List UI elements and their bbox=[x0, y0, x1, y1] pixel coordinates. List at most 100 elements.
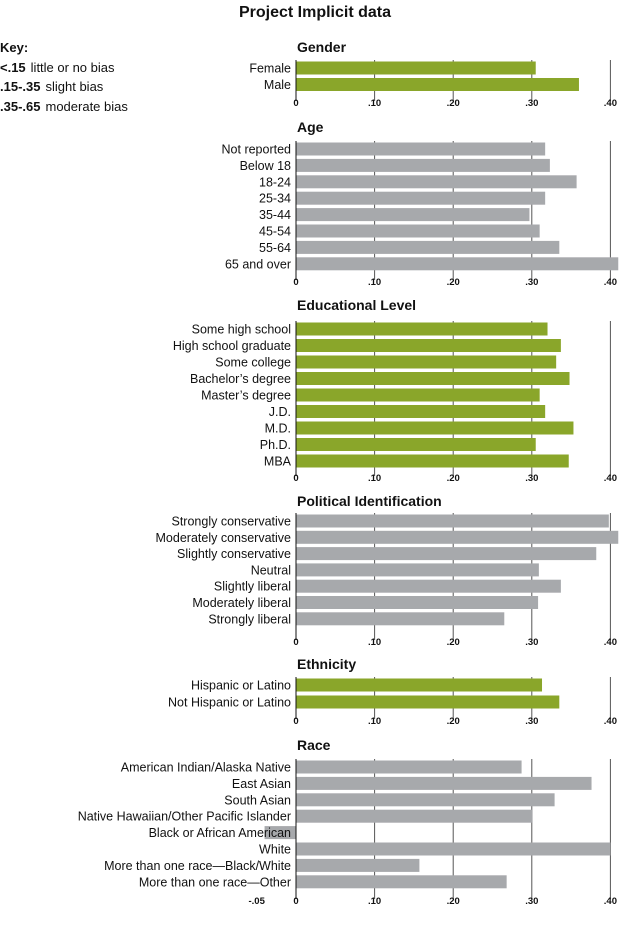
bar bbox=[296, 438, 536, 451]
panel-title: Political Identification bbox=[297, 493, 442, 509]
tick-label: .40 bbox=[604, 98, 617, 109]
panel-title: Educational Level bbox=[297, 297, 416, 313]
tick-label: .10 bbox=[368, 637, 381, 648]
key-label: moderate bias bbox=[45, 98, 128, 114]
tick-label: 0 bbox=[293, 473, 298, 484]
category-label: Moderately liberal bbox=[192, 596, 291, 610]
key-item: .15-.35 slight bias bbox=[0, 77, 128, 97]
category-label: Black or African American bbox=[149, 826, 291, 840]
category-label: Some college bbox=[215, 356, 291, 370]
category-label: 25-34 bbox=[259, 192, 291, 206]
category-label: Below 18 bbox=[240, 159, 291, 173]
tick-label: .10 bbox=[368, 98, 381, 109]
tick-label: .10 bbox=[368, 277, 381, 288]
bar bbox=[296, 388, 540, 402]
panel-title: Age bbox=[297, 119, 324, 135]
bar bbox=[296, 776, 592, 790]
bar bbox=[296, 322, 548, 336]
bar bbox=[296, 240, 560, 254]
bar bbox=[296, 809, 533, 823]
bar bbox=[296, 142, 546, 156]
tick-label: .30 bbox=[525, 98, 538, 109]
tick-label: .20 bbox=[447, 896, 460, 907]
category-label: M.D. bbox=[265, 422, 291, 436]
bar bbox=[296, 858, 420, 872]
page-title: Project Implicit data bbox=[238, 4, 392, 21]
tick-label: 0 bbox=[293, 637, 298, 648]
tick-label: 0 bbox=[293, 896, 298, 907]
tick-label: .30 bbox=[525, 637, 538, 648]
category-label: Strongly conservative bbox=[171, 515, 291, 529]
tick-label: .30 bbox=[525, 896, 538, 907]
category-label: High school graduate bbox=[173, 339, 291, 353]
bar bbox=[296, 339, 561, 352]
category-label: Neutral bbox=[251, 563, 291, 577]
category-label: Moderately conservative bbox=[156, 531, 292, 545]
category-label: More than one race—Black/White bbox=[104, 859, 291, 873]
key-item: <.15 little or no bias bbox=[0, 58, 128, 78]
bar bbox=[296, 563, 539, 577]
tick-label: .10 bbox=[368, 896, 381, 907]
key-title: Key: bbox=[0, 40, 29, 55]
bar bbox=[296, 612, 505, 626]
tick-label: .30 bbox=[525, 473, 538, 484]
tick-label: 0 bbox=[293, 277, 298, 288]
category-label: Not Hispanic or Latino bbox=[168, 696, 291, 710]
tick-label: .20 bbox=[447, 98, 460, 109]
tick-label: .20 bbox=[447, 716, 460, 727]
category-label: 55-64 bbox=[259, 241, 291, 255]
bar bbox=[296, 158, 550, 172]
key-legend: Key: <.15 little or no bias .15-.35 slight… bbox=[0, 38, 128, 116]
bar bbox=[296, 372, 570, 385]
category-label: 45-54 bbox=[259, 225, 291, 239]
bar bbox=[296, 78, 579, 91]
bar bbox=[296, 842, 611, 856]
bar bbox=[296, 596, 539, 609]
bar bbox=[296, 875, 507, 889]
tick-label: .40 bbox=[604, 473, 617, 484]
bar bbox=[296, 579, 561, 593]
tick-label: .20 bbox=[447, 473, 460, 484]
category-label: South Asian bbox=[224, 793, 291, 807]
bar bbox=[296, 257, 619, 271]
category-label: 35-44 bbox=[259, 208, 291, 222]
tick-label: .20 bbox=[447, 637, 460, 648]
tick-label: .30 bbox=[525, 277, 538, 288]
bar bbox=[296, 421, 574, 435]
tick-label: 0 bbox=[293, 98, 298, 109]
category-label: Native Hawaiian/Other Pacific Islander bbox=[78, 810, 291, 824]
category-label: Slightly liberal bbox=[214, 580, 291, 594]
bar bbox=[296, 61, 536, 75]
bar bbox=[296, 793, 555, 807]
category-label: MBA bbox=[264, 455, 292, 469]
category-label: Some high school bbox=[192, 323, 291, 337]
bar bbox=[296, 175, 577, 189]
category-label: Slightly conservative bbox=[177, 547, 291, 561]
bar bbox=[296, 695, 560, 709]
bar bbox=[296, 547, 597, 561]
category-label: Male bbox=[264, 78, 291, 92]
category-label: Master’s degree bbox=[201, 389, 291, 403]
category-label: Not reported bbox=[222, 143, 292, 157]
tick-label: .10 bbox=[368, 716, 381, 727]
bar bbox=[264, 826, 296, 840]
bar bbox=[296, 191, 546, 205]
tick-label: .20 bbox=[447, 277, 460, 288]
tick-label: -.05 bbox=[249, 896, 266, 907]
bar bbox=[296, 208, 530, 222]
category-label: More than one race—Other bbox=[139, 875, 291, 889]
tick-label: .30 bbox=[525, 716, 538, 727]
tick-label: .40 bbox=[604, 896, 617, 907]
category-label: Ph.D. bbox=[260, 438, 291, 452]
key-label: slight bias bbox=[45, 79, 104, 94]
tick-label: .10 bbox=[368, 473, 381, 484]
bar bbox=[296, 454, 569, 468]
tick-label: .40 bbox=[604, 637, 617, 648]
category-label: Female bbox=[249, 62, 291, 76]
panel-title: Ethnicity bbox=[297, 656, 356, 672]
category-label: Strongly liberal bbox=[208, 612, 291, 626]
key-range: .15-.35 bbox=[0, 79, 41, 94]
category-label: 65 and over bbox=[225, 257, 291, 271]
bar bbox=[296, 530, 619, 544]
